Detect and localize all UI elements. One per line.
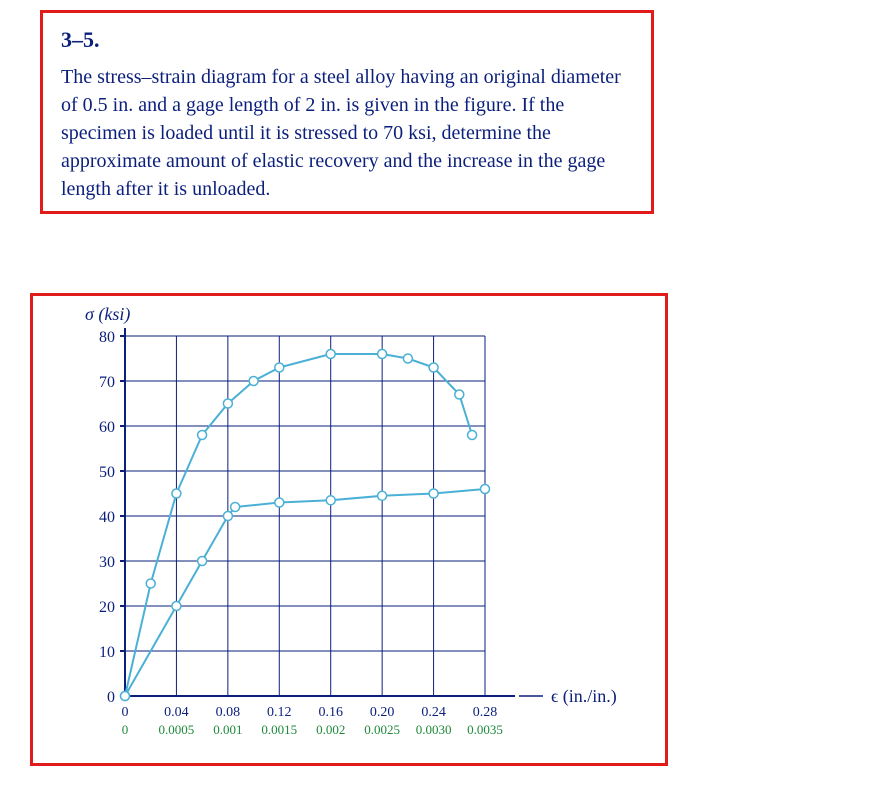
lower-curve bbox=[125, 489, 485, 696]
svg-text:0.16: 0.16 bbox=[318, 705, 343, 720]
svg-text:0.0015: 0.0015 bbox=[261, 722, 297, 737]
upper-curve-marker bbox=[403, 354, 412, 363]
lower-curve-marker bbox=[275, 498, 284, 507]
lower-curve-marker bbox=[326, 496, 335, 505]
upper-curve-marker bbox=[429, 363, 438, 372]
lower-curve-marker bbox=[172, 602, 181, 611]
chart-panel: 0 10 20 30 40 50 60 70 80 σ (ksi) 0 0.04 0.08 0.12 0.1… bbox=[30, 293, 668, 766]
svg-text:0.002: 0.002 bbox=[316, 722, 345, 737]
svg-text:20: 20 bbox=[99, 599, 115, 616]
upper-curve-marker bbox=[326, 350, 335, 359]
x-axis-label: ϵ (in./in.) bbox=[551, 686, 617, 707]
lower-curve-marker bbox=[378, 491, 387, 500]
svg-text:0.0035: 0.0035 bbox=[467, 722, 503, 737]
svg-text:0.001: 0.001 bbox=[213, 722, 242, 737]
lower-curve-marker bbox=[223, 512, 232, 521]
upper-curve-marker bbox=[275, 363, 284, 372]
svg-text:40: 40 bbox=[99, 509, 115, 526]
svg-text:60: 60 bbox=[99, 419, 115, 436]
svg-text:0.0030: 0.0030 bbox=[416, 722, 452, 737]
page: 3–5. The stress–strain diagram for a ste… bbox=[0, 0, 869, 789]
svg-text:0.12: 0.12 bbox=[267, 705, 292, 720]
svg-text:70: 70 bbox=[99, 374, 115, 391]
problem-number: 3–5. bbox=[61, 27, 633, 53]
upper-curve-marker bbox=[198, 431, 207, 440]
svg-text:0: 0 bbox=[122, 705, 129, 720]
problem-panel: 3–5. The stress–strain diagram for a ste… bbox=[40, 10, 654, 214]
svg-text:10: 10 bbox=[99, 644, 115, 661]
lower-curve-marker bbox=[198, 557, 207, 566]
lower-curve-marker bbox=[429, 489, 438, 498]
lower-curve-marker bbox=[231, 503, 240, 512]
svg-text:0.0025: 0.0025 bbox=[364, 722, 400, 737]
problem-text: The stress–strain diagram for a steel al… bbox=[61, 63, 633, 203]
stress-strain-chart: 0 10 20 30 40 50 60 70 80 σ (ksi) 0 0.04 0.08 0.12 0.1… bbox=[33, 296, 665, 763]
svg-text:0.08: 0.08 bbox=[216, 705, 241, 720]
lower-curve-marker bbox=[481, 485, 490, 494]
svg-text:0: 0 bbox=[122, 722, 129, 737]
svg-text:0.24: 0.24 bbox=[421, 705, 446, 720]
upper-curve-marker bbox=[455, 390, 464, 399]
svg-text:0: 0 bbox=[107, 689, 115, 706]
upper-curve-marker bbox=[378, 350, 387, 359]
svg-text:0.04: 0.04 bbox=[164, 705, 189, 720]
y-axis-label: σ (ksi) bbox=[85, 304, 130, 325]
lower-curve-marker bbox=[121, 692, 130, 701]
upper-curve-marker bbox=[172, 489, 181, 498]
upper-curve-marker bbox=[146, 579, 155, 588]
svg-text:30: 30 bbox=[99, 554, 115, 571]
svg-text:0.28: 0.28 bbox=[473, 705, 498, 720]
svg-text:0.20: 0.20 bbox=[370, 705, 395, 720]
upper-curve bbox=[125, 354, 472, 696]
svg-text:0.0005: 0.0005 bbox=[159, 722, 195, 737]
svg-text:80: 80 bbox=[99, 329, 115, 346]
upper-curve-marker bbox=[468, 431, 477, 440]
upper-curve-marker bbox=[223, 399, 232, 408]
upper-curve-marker bbox=[249, 377, 258, 386]
svg-text:50: 50 bbox=[99, 464, 115, 481]
